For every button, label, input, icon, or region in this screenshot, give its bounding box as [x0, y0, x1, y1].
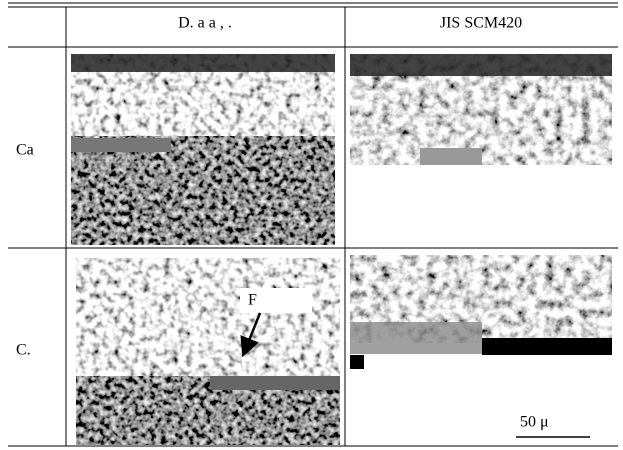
- micrograph-artifact: [420, 148, 482, 165]
- micrograph: [71, 136, 335, 245]
- micrograph-edge: [350, 54, 612, 76]
- column-header: JIS SCM420: [440, 15, 522, 32]
- micrograph-artifact: [350, 322, 482, 354]
- row-label: C.: [16, 342, 31, 359]
- micrograph-artifact: [210, 376, 340, 390]
- micrograph-edge: [71, 54, 335, 72]
- micrograph-artifact: [71, 138, 171, 152]
- micrograph-band: [482, 338, 612, 355]
- micrograph: [76, 258, 340, 376]
- figure-table: F D. a a , . JIS SCM420 Ca C. 50 μ: [0, 0, 623, 450]
- row-label: Ca: [16, 142, 34, 159]
- page: F D. a a , . JIS SCM420 Ca C. 50 μ (() =…: [0, 0, 623, 450]
- annotation: F: [248, 292, 257, 309]
- column-header: D. a a , .: [178, 15, 232, 32]
- micrograph-band: [350, 355, 364, 369]
- scale-label: 50 μ: [520, 414, 549, 431]
